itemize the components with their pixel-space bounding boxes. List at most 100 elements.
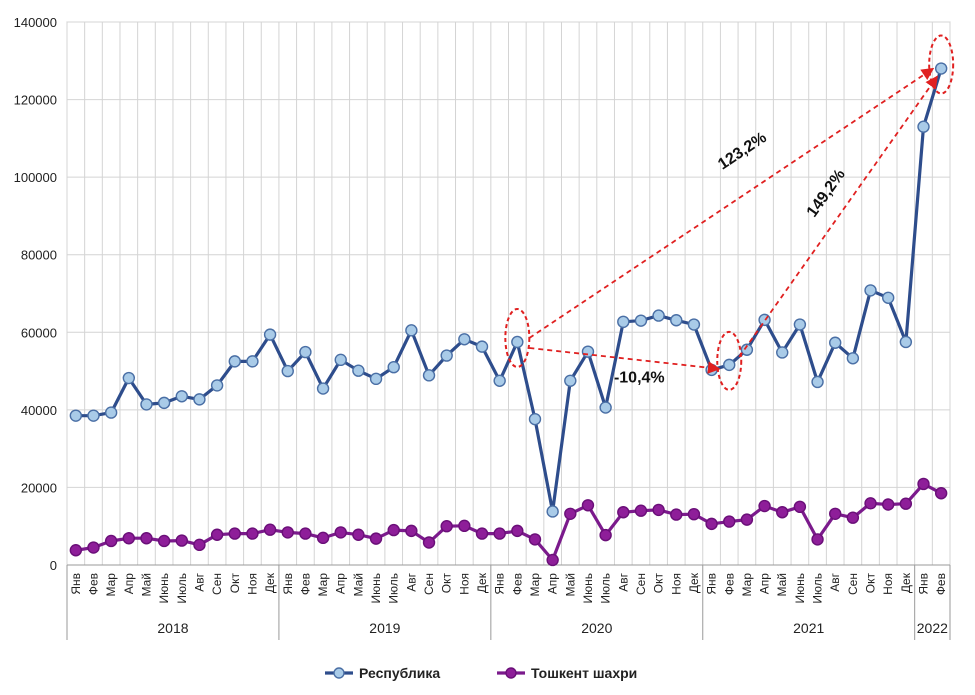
month-label: Мар [104,573,118,597]
month-label: Авг [404,572,418,591]
series-1-point [458,333,471,346]
series-1-point [581,345,595,358]
series-1-point [475,340,489,353]
series-2-point [387,523,400,537]
month-label: Янв [917,573,931,595]
series-1-point [687,318,701,331]
legend: Республика Тошкент шахри [325,665,637,681]
month-label: Ноя [881,573,895,595]
y-tick-label: 140000 [14,15,57,30]
series-1-point [652,309,665,322]
series-1-point [263,328,277,341]
month-label: Май [775,573,789,597]
series-1-point [281,364,294,378]
series-1-point [140,398,153,411]
series-2-point [670,508,683,521]
series-1-point [193,393,206,406]
month-label: Дек [475,572,489,593]
annotation-label: -10,4% [614,369,665,386]
series-1-point [104,406,118,419]
series-2-point [422,536,436,549]
series-1-point [122,371,136,385]
month-label: Сен [210,573,224,595]
month-label: Авг [616,572,630,591]
series-2-point [299,527,312,540]
arrow-149-2 [738,75,938,358]
month-label: Янв [281,573,295,595]
series-2-point [776,506,789,519]
month-label: Май [139,573,153,597]
series-2-point [458,519,471,533]
series-1-point [69,409,83,422]
series-1-point [599,401,612,414]
series-1-point [846,352,860,365]
series-1-point [546,505,559,518]
series-1-point [316,382,330,395]
series-2-point [475,527,489,540]
series-1-point [917,120,930,133]
series-2-point [652,503,665,517]
month-label: Май [351,573,365,597]
series-1-point [493,374,506,387]
y-tick-label: 20000 [21,480,57,495]
series-2-point [811,533,824,546]
month-label: Мар [528,573,542,597]
series-2-point [758,499,771,513]
x-axis: Янв Фев Мар Апр Май Июнь Июль Авг Сен Окт Ноя Дек Ян… [66,564,951,640]
gridlines [66,21,951,566]
series-1-point [829,336,842,349]
series-1-point [246,355,259,368]
month-label: Ноя [457,573,471,595]
month-label: Окт [652,573,666,594]
series-2-point [157,534,171,548]
y-tick-label: 100000 [14,170,57,185]
month-label: Июль [811,573,825,604]
series-2-point [104,534,118,548]
month-label: Окт [440,573,454,594]
series-2-point [316,531,330,545]
arrow-minus-10-4 [529,347,721,374]
series-2-point [210,528,224,541]
series-1-point [369,372,383,386]
series-1-point [440,349,453,362]
series-2-point [546,553,559,567]
month-label: Апр [334,573,348,595]
month-label: Сен [846,573,860,595]
series-1-point [352,364,365,377]
series-2-point [369,532,383,545]
y-tick-label: 40000 [21,403,57,418]
series-2-point [140,532,153,545]
y-tick-label: 120000 [14,93,57,108]
month-label: Июнь [369,573,383,604]
series-1-point [705,363,718,377]
month-label: Июнь [157,573,171,604]
month-label: Июнь [793,573,807,604]
legend-swatch-marker-1 [333,667,345,679]
series-2-point [917,477,930,491]
month-label: Июнь [581,573,595,604]
month-label: Июль [387,573,401,604]
series-1-point [776,346,789,359]
month-label: Апр [758,573,772,595]
month-label: Авг [192,572,206,591]
series-1-point [934,62,948,75]
series-2-point [440,520,453,533]
series-2-point [793,500,807,514]
series-2-point [511,524,524,538]
month-label: Дек [899,572,913,593]
series-1-point [899,335,913,349]
series-2-point [228,527,241,540]
series-2-point [352,528,365,541]
series-1-point [881,291,895,304]
year-label: 2022 [917,620,948,636]
series-2-point [634,504,648,517]
year-label: 2019 [369,620,400,636]
series-1-point [564,374,577,387]
legend-label-2: Тошкент шахри [531,665,637,681]
y-tick-label: 80000 [21,248,57,263]
y-tick-label: 60000 [21,325,57,340]
month-label: Сен [422,573,436,595]
month-label: Сен [634,573,648,595]
series-2-point [723,515,736,528]
series-2-point [281,526,294,539]
